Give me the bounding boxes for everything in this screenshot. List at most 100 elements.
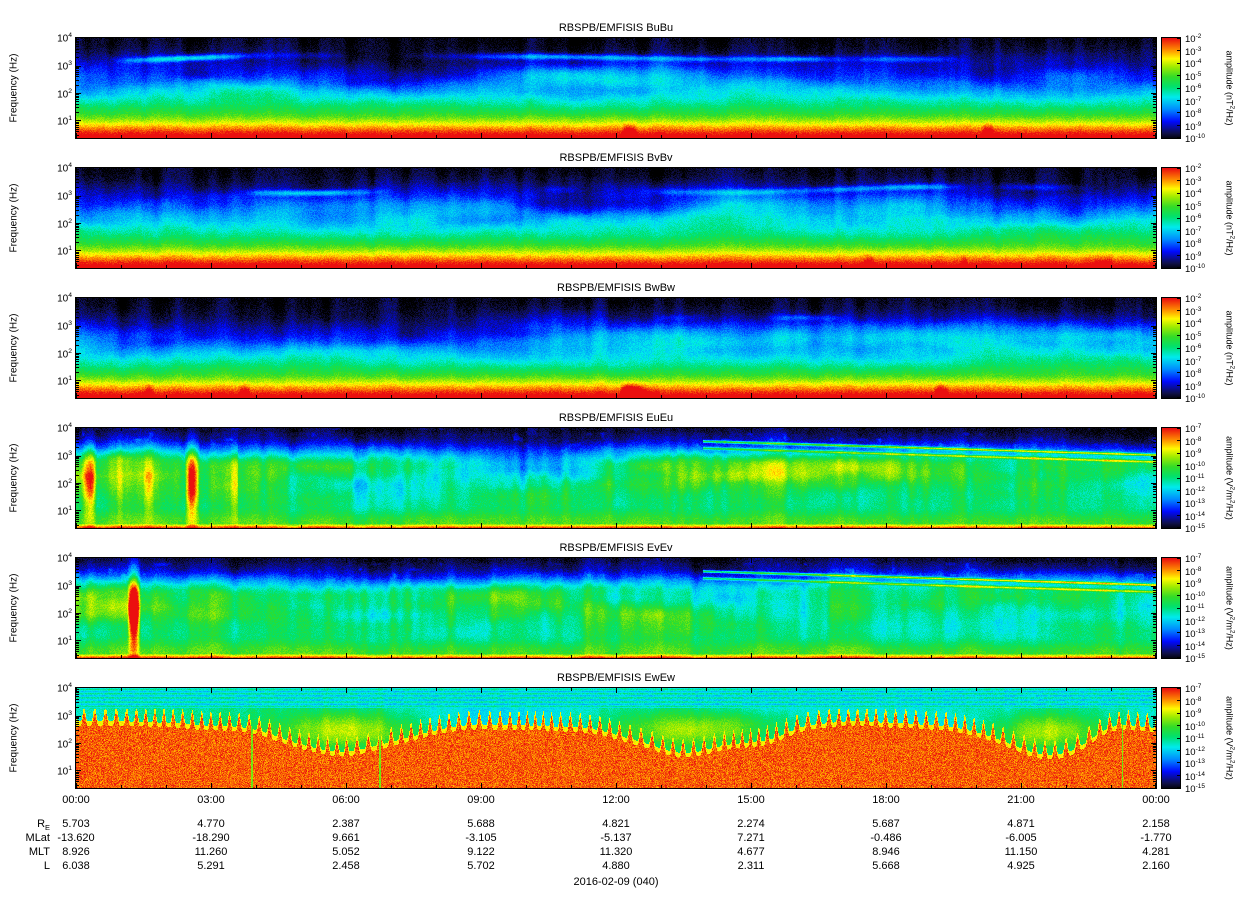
colorbar <box>1161 687 1181 789</box>
time-tick-label: 03:00 <box>197 794 225 806</box>
y-tick-label: 103 <box>57 449 72 463</box>
colorbar-tick-label: 10-7 <box>1185 553 1202 566</box>
y-tick-label: 104 <box>57 682 72 695</box>
ephemeris-value: 11.320 <box>599 846 633 858</box>
frequency-axis-label: Frequency (Hz) <box>8 313 20 383</box>
colorbar-tick-label: 10-8 <box>1185 695 1202 708</box>
y-tick-label: 103 <box>57 59 72 73</box>
y-tick-label: 102 <box>57 607 72 620</box>
ephemeris-row-label: MLat <box>25 832 50 844</box>
time-tick-label: 18:00 <box>872 794 900 806</box>
ephemeris-value: 8.926 <box>62 846 90 858</box>
colorbar-tick-label: 10-2 <box>1185 163 1202 176</box>
ephemeris-value: 2.158 <box>1142 818 1170 830</box>
colorbar-tick-label: 10-9 <box>1185 380 1202 393</box>
colorbar <box>1161 167 1181 269</box>
frequency-axis-label: Frequency (Hz) <box>8 53 20 123</box>
spectrogram-canvas <box>75 687 1157 789</box>
y-tick-label: 103 <box>57 579 72 593</box>
spectrogram-canvas <box>75 297 1157 399</box>
time-tick-label: 09:00 <box>467 794 495 806</box>
colorbar-tick-label: 10-9 <box>1185 578 1202 591</box>
colorbar <box>1161 37 1181 139</box>
ephemeris-value: 4.821 <box>602 818 630 830</box>
colorbar-tick-label: 10-15 <box>1185 653 1205 666</box>
spectrogram-canvas <box>75 37 1157 139</box>
y-tick-label: 102 <box>57 477 72 490</box>
y-tick-label: 101 <box>57 505 72 518</box>
y-tick-label: 101 <box>57 375 72 388</box>
spectrogram-canvas <box>75 167 1157 269</box>
colorbar-tick-label: 10-11 <box>1185 733 1205 746</box>
ephemeris-value: 2.160 <box>1142 860 1170 872</box>
colorbar-tick-label: 10-15 <box>1185 783 1205 796</box>
colorbar-tick-label: 10-11 <box>1185 473 1205 486</box>
ephemeris-value: 4.880 <box>602 860 630 872</box>
ephemeris-value: -1.770 <box>1140 832 1172 844</box>
colorbar-tick-label: 10-13 <box>1185 628 1205 641</box>
colorbar-tick-label: 10-5 <box>1185 200 1202 213</box>
y-tick-label: 104 <box>57 162 72 175</box>
y-tick-label: 101 <box>57 115 72 128</box>
ephemeris-value: -13.620 <box>57 832 95 844</box>
colorbar-tick-label: 10-10 <box>1185 590 1205 603</box>
y-tick-label: 101 <box>57 245 72 258</box>
colorbar-tick-label: 10-2 <box>1185 293 1202 306</box>
colorbar-tick-label: 10-13 <box>1185 758 1205 771</box>
y-tick-label: 102 <box>57 737 72 750</box>
panel-title: RBSPB/EMFISIS EwEw <box>557 672 675 684</box>
ephemeris-value: 9.661 <box>332 832 360 844</box>
ephemeris-value: 4.871 <box>1007 818 1035 830</box>
colorbar-tick-label: 10-2 <box>1185 33 1202 46</box>
ephemeris-value: -0.486 <box>870 832 902 844</box>
ephemeris-value: 11.260 <box>194 846 228 858</box>
ephemeris-value: 2.458 <box>332 860 360 872</box>
colorbar-tick-label: 10-8 <box>1185 238 1202 251</box>
y-tick-label: 103 <box>57 189 72 203</box>
ephemeris-row-label: MLT <box>28 846 50 858</box>
colorbar-tick-label: 10-12 <box>1185 615 1205 628</box>
time-tick-label: 21:00 <box>1007 794 1035 806</box>
y-tick-label: 101 <box>57 765 72 778</box>
time-tick-label: 15:00 <box>737 794 765 806</box>
panel-title: RBSPB/EMFISIS BwBw <box>557 282 675 294</box>
colorbar-tick-label: 10-4 <box>1185 318 1202 331</box>
colorbar-tick-label: 10-9 <box>1185 120 1202 133</box>
colorbar-tick-label: 10-10 <box>1185 720 1205 733</box>
colorbar-tick-label: 10-7 <box>1185 225 1202 238</box>
ephemeris-value: 5.703 <box>62 818 90 830</box>
ephemeris-value: 5.052 <box>332 846 360 858</box>
colorbar-tick-label: 10-10 <box>1185 263 1205 276</box>
colorbar-unit-label: amplitude (nT2/Hz) <box>1224 310 1236 386</box>
colorbar-tick-label: 10-10 <box>1185 133 1205 146</box>
y-tick-label: 102 <box>57 347 72 360</box>
colorbar-tick-label: 10-8 <box>1185 565 1202 578</box>
ephemeris-value: 9.122 <box>467 846 495 858</box>
y-tick-label: 103 <box>57 709 72 723</box>
colorbar-unit-label: amplitude (nT2/Hz) <box>1224 50 1236 126</box>
spectrogram-canvas <box>75 557 1157 659</box>
ephemeris-value: 7.271 <box>737 832 765 844</box>
colorbar-tick-label: 10-8 <box>1185 435 1202 448</box>
colorbar-tick-label: 10-6 <box>1185 83 1202 96</box>
y-tick-label: 102 <box>57 217 72 230</box>
y-tick-label: 103 <box>57 319 72 333</box>
time-tick-label: 00:00 <box>1142 794 1170 806</box>
y-tick-label: 104 <box>57 422 72 435</box>
ephemeris-value: 11.150 <box>1004 846 1038 858</box>
panel-title: RBSPB/EMFISIS EvEv <box>559 542 673 554</box>
colorbar-tick-label: 10-15 <box>1185 523 1205 536</box>
colorbar <box>1161 427 1181 529</box>
y-tick-label: 104 <box>57 552 72 565</box>
frequency-axis-label: Frequency (Hz) <box>8 443 20 513</box>
ephemeris-value: -18.290 <box>192 832 230 844</box>
colorbar-tick-label: 10-7 <box>1185 95 1202 108</box>
time-tick-label: 06:00 <box>332 794 360 806</box>
ephemeris-value: 4.770 <box>197 818 225 830</box>
colorbar-unit-label: amplitude (V2/m2/Hz) <box>1224 436 1236 520</box>
frequency-axis-label: Frequency (Hz) <box>8 183 20 253</box>
ephemeris-value: 6.038 <box>62 860 90 872</box>
frequency-axis-label: Frequency (Hz) <box>8 573 20 643</box>
y-tick-label: 101 <box>57 635 72 648</box>
